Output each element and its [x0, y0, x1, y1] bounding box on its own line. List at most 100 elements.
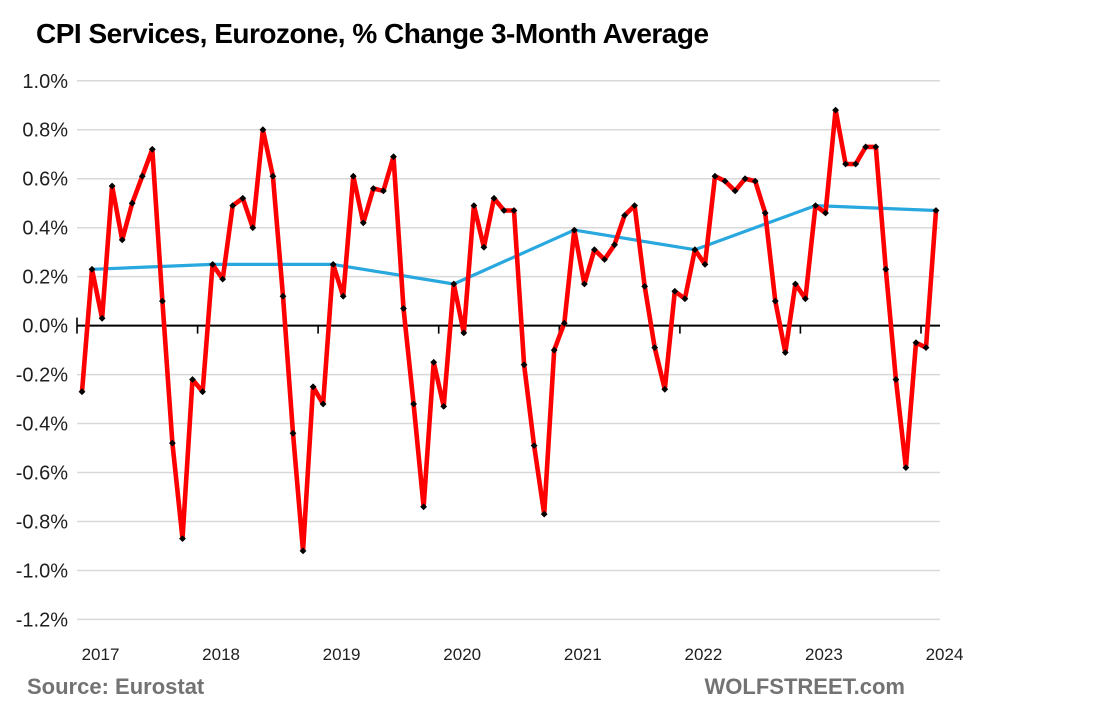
- data-point-marker: [731, 187, 739, 195]
- y-tick-label: -1.2%: [16, 609, 68, 631]
- data-point-marker: [822, 209, 829, 217]
- data-point-marker: [781, 349, 789, 356]
- x-tick-label: 2022: [684, 645, 722, 664]
- data-point-marker: [410, 400, 417, 408]
- data-point-marker: [450, 280, 458, 288]
- data-point-marker: [239, 194, 247, 202]
- data-point-marker: [359, 219, 367, 227]
- y-gridlines: [77, 80, 940, 621]
- data-point-marker: [912, 339, 920, 347]
- data-point-marker: [932, 207, 940, 214]
- x-axis-labels: 2017 2018 2019 2020 2021 2022 2023 2024: [82, 645, 964, 664]
- data-point-marker: [370, 185, 377, 192]
- data-point-marker: [641, 283, 649, 290]
- data-point-marker: [420, 503, 427, 511]
- data-point-marker: [812, 202, 819, 209]
- data-point-marker: [470, 202, 478, 209]
- y-tick-label: -0.8%: [16, 512, 68, 534]
- y-tick-label: -0.4%: [16, 414, 68, 436]
- data-point-marker: [852, 160, 860, 168]
- data-point-marker: [339, 292, 347, 300]
- y-tick-label: -0.6%: [16, 463, 68, 485]
- data-point-marker: [621, 212, 628, 219]
- y-tick-label: 0.4%: [22, 218, 68, 240]
- data-point-marker: [661, 385, 669, 393]
- data-point-marker: [520, 361, 528, 369]
- data-point-marker: [581, 280, 588, 288]
- data-point-marker: [289, 429, 297, 437]
- chart-footer: Source: Eurostat WOLFSTREET.com: [27, 674, 905, 700]
- data-point-marker: [159, 297, 166, 305]
- x-tick-label: 2019: [323, 645, 361, 664]
- y-tick-label: -0.2%: [16, 365, 68, 387]
- data-point-marker: [400, 305, 407, 312]
- blue-trend-polyline: [90, 204, 938, 286]
- data-point-marker: [862, 143, 870, 151]
- data-point-markers: [78, 106, 940, 555]
- data-point-marker: [882, 265, 890, 273]
- data-point-marker: [611, 241, 618, 249]
- source-note: Source: Eurostat: [27, 674, 205, 699]
- data-point-marker: [440, 403, 448, 410]
- data-point-marker: [329, 261, 337, 268]
- data-point-marker: [390, 153, 397, 161]
- data-point-marker: [148, 145, 156, 153]
- data-point-marker: [631, 202, 638, 209]
- y-tick-label: 0.0%: [22, 316, 68, 338]
- data-point-marker: [530, 442, 538, 449]
- data-point-marker: [902, 464, 910, 471]
- data-point-marker: [279, 292, 287, 300]
- data-point-marker: [98, 314, 106, 322]
- red-monthly-polyline: [79, 107, 939, 554]
- chart-title: CPI Services, Eurozone, % Change 3-Month…: [36, 18, 709, 49]
- data-point-marker: [460, 329, 468, 337]
- data-point-marker: [349, 172, 357, 180]
- data-point-marker: [802, 295, 809, 303]
- data-point-marker: [540, 510, 548, 518]
- data-point-marker: [701, 261, 709, 268]
- data-point-marker: [169, 439, 176, 447]
- data-point-marker: [209, 261, 216, 268]
- y-tick-label: 0.2%: [22, 267, 68, 289]
- data-point-marker: [721, 177, 729, 185]
- data-point-marker: [118, 236, 126, 244]
- x-tick-label: 2017: [82, 645, 120, 664]
- data-point-marker: [591, 246, 598, 254]
- x-tick-label: 2023: [805, 645, 843, 664]
- blue-series-line: [90, 204, 938, 286]
- data-point-marker: [892, 376, 900, 383]
- data-point-marker: [681, 295, 689, 303]
- y-tick-label: -1.0%: [16, 561, 68, 583]
- data-point-marker: [792, 280, 799, 288]
- data-point-marker: [711, 172, 719, 180]
- x-tick-label: 2018: [202, 645, 240, 664]
- data-point-marker: [771, 297, 779, 305]
- y-tick-label: 0.8%: [22, 120, 68, 142]
- data-point-marker: [560, 319, 568, 327]
- red-series-line: [79, 107, 939, 554]
- data-point-marker: [751, 177, 759, 185]
- data-point-marker: [138, 172, 146, 180]
- x-tick-label: 2021: [564, 645, 602, 664]
- y-axis-labels: 1.0% 0.8% 0.6% 0.4% 0.2% 0.0% -0.2% -0.4% -0.6% -…: [16, 71, 68, 632]
- data-point-marker: [249, 224, 257, 232]
- data-point-marker: [430, 358, 438, 366]
- watermark: WOLFSTREET.com: [704, 674, 905, 699]
- data-point-marker: [259, 126, 267, 134]
- data-point-marker: [269, 172, 277, 180]
- data-point-marker: [872, 143, 880, 151]
- x-tick-label: 2024: [926, 645, 964, 664]
- data-point-marker: [229, 202, 237, 209]
- data-point-marker: [490, 194, 498, 202]
- data-point-marker: [199, 388, 206, 396]
- data-point-marker: [922, 344, 930, 351]
- data-point-marker: [128, 199, 136, 207]
- data-point-marker: [108, 182, 116, 190]
- x-tick-label: 2020: [443, 645, 481, 664]
- data-point-marker: [550, 346, 558, 354]
- zero-axis: [76, 317, 940, 334]
- data-point-marker: [380, 187, 387, 195]
- data-point-marker: [601, 256, 608, 263]
